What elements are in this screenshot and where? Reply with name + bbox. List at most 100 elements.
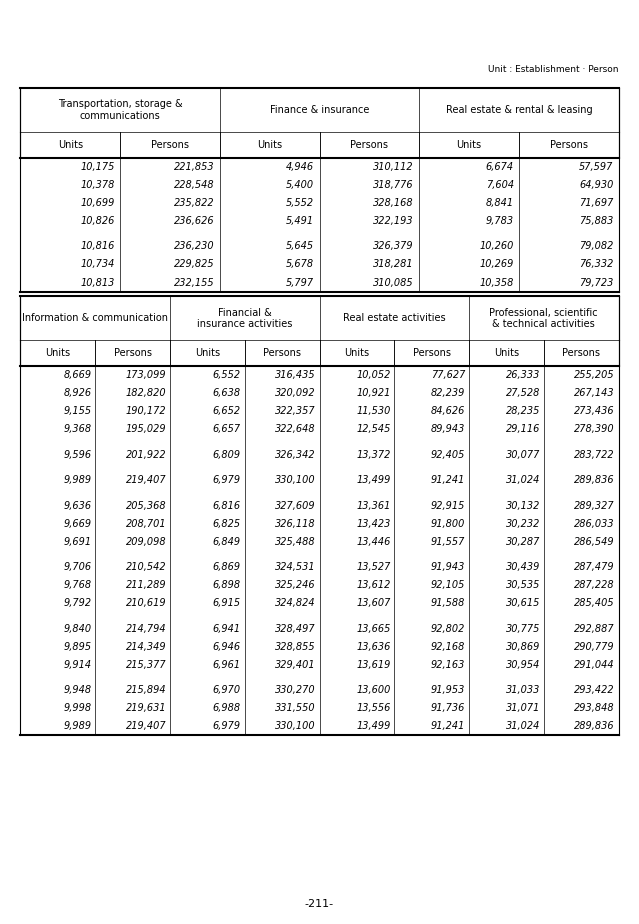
Text: 205,368: 205,368 (125, 501, 166, 511)
Text: 13,423: 13,423 (356, 518, 390, 529)
Text: 76,332: 76,332 (579, 260, 613, 270)
Text: 273,436: 273,436 (574, 407, 615, 417)
Text: 91,943: 91,943 (431, 562, 465, 572)
Text: 9,840: 9,840 (63, 624, 91, 634)
Text: Persons: Persons (550, 140, 588, 150)
Text: 4,946: 4,946 (286, 162, 314, 172)
Text: 9,691: 9,691 (63, 537, 91, 547)
Text: 9,155: 9,155 (63, 407, 91, 417)
Text: 91,800: 91,800 (431, 518, 465, 529)
Text: 12,545: 12,545 (356, 424, 390, 434)
Text: 9,998: 9,998 (63, 703, 91, 713)
Text: 287,228: 287,228 (574, 580, 615, 590)
Text: 6,915: 6,915 (213, 598, 241, 608)
Text: 9,989: 9,989 (63, 475, 91, 485)
Text: 5,678: 5,678 (286, 260, 314, 270)
Text: 6,825: 6,825 (213, 518, 241, 529)
Text: 89,943: 89,943 (431, 424, 465, 434)
Text: 13,612: 13,612 (356, 580, 390, 590)
Text: 208,701: 208,701 (125, 518, 166, 529)
Text: 10,921: 10,921 (356, 388, 390, 398)
Text: 6,849: 6,849 (213, 537, 241, 547)
Text: 13,527: 13,527 (356, 562, 390, 572)
Text: 9,368: 9,368 (63, 424, 91, 434)
Text: 91,557: 91,557 (431, 537, 465, 547)
Text: 9,669: 9,669 (63, 518, 91, 529)
Text: 13,499: 13,499 (356, 721, 390, 731)
Text: 6,869: 6,869 (213, 562, 241, 572)
Text: 327,609: 327,609 (275, 501, 316, 511)
Text: Persons: Persons (114, 348, 151, 359)
Text: Units: Units (257, 140, 282, 150)
Text: 8,669: 8,669 (63, 371, 91, 381)
Text: 5,552: 5,552 (286, 198, 314, 208)
Text: 13,556: 13,556 (356, 703, 390, 713)
Text: 215,894: 215,894 (125, 685, 166, 695)
Text: 229,825: 229,825 (174, 260, 215, 270)
Text: 92,405: 92,405 (431, 450, 465, 460)
Text: 9,783: 9,783 (486, 216, 514, 226)
Text: 92,915: 92,915 (431, 501, 465, 511)
Text: 322,357: 322,357 (275, 407, 316, 417)
Text: 29,116: 29,116 (505, 424, 540, 434)
Text: 6,979: 6,979 (213, 721, 241, 731)
Text: 328,168: 328,168 (373, 198, 414, 208)
Text: 6,946: 6,946 (213, 641, 241, 651)
Text: 289,327: 289,327 (574, 501, 615, 511)
Text: 6,898: 6,898 (213, 580, 241, 590)
Text: 30,775: 30,775 (505, 624, 540, 634)
Text: 9,989: 9,989 (63, 721, 91, 731)
Text: 79,082: 79,082 (579, 241, 613, 251)
Text: 173,099: 173,099 (125, 371, 166, 381)
Text: 30,535: 30,535 (505, 580, 540, 590)
Text: 11,530: 11,530 (356, 407, 390, 417)
Text: 92,105: 92,105 (431, 580, 465, 590)
Text: 310,085: 310,085 (373, 277, 414, 287)
Text: Units: Units (456, 140, 482, 150)
Text: 9,706: 9,706 (63, 562, 91, 572)
Text: 82,239: 82,239 (431, 388, 465, 398)
Text: 324,824: 324,824 (275, 598, 316, 608)
Text: 324,531: 324,531 (275, 562, 316, 572)
Text: 5,400: 5,400 (286, 180, 314, 190)
Text: 8,841: 8,841 (486, 198, 514, 208)
Text: 214,349: 214,349 (125, 641, 166, 651)
Text: 6,816: 6,816 (213, 501, 241, 511)
Text: 8,926: 8,926 (63, 388, 91, 398)
Text: 64,930: 64,930 (579, 180, 613, 190)
Text: 221,853: 221,853 (174, 162, 215, 172)
Text: 322,193: 322,193 (373, 216, 414, 226)
Text: Real estate & rental & leasing: Real estate & rental & leasing (445, 105, 592, 115)
Text: 30,954: 30,954 (505, 660, 540, 670)
Text: 30,869: 30,869 (505, 641, 540, 651)
Text: 27,528: 27,528 (505, 388, 540, 398)
Text: 6,809: 6,809 (213, 450, 241, 460)
Text: Units: Units (494, 348, 519, 359)
Text: 9,895: 9,895 (63, 641, 91, 651)
Text: 10,260: 10,260 (479, 241, 514, 251)
Text: 325,488: 325,488 (275, 537, 316, 547)
Text: 10,378: 10,378 (81, 180, 115, 190)
Text: 236,626: 236,626 (174, 216, 215, 226)
Text: Units: Units (58, 140, 83, 150)
Text: Real estate activities: Real estate activities (343, 313, 445, 323)
Text: 255,205: 255,205 (574, 371, 615, 381)
Text: 9,768: 9,768 (63, 580, 91, 590)
Text: 13,361: 13,361 (356, 501, 390, 511)
Text: 328,497: 328,497 (275, 624, 316, 634)
Text: 75,883: 75,883 (579, 216, 613, 226)
Text: 322,648: 322,648 (275, 424, 316, 434)
Text: 328,855: 328,855 (275, 641, 316, 651)
Text: 291,044: 291,044 (574, 660, 615, 670)
Text: 283,722: 283,722 (574, 450, 615, 460)
Text: 214,794: 214,794 (125, 624, 166, 634)
Text: 31,024: 31,024 (505, 475, 540, 485)
Text: 6,941: 6,941 (213, 624, 241, 634)
Text: 329,401: 329,401 (275, 660, 316, 670)
Text: 31,071: 31,071 (505, 703, 540, 713)
Text: 10,175: 10,175 (81, 162, 115, 172)
Text: 316,435: 316,435 (275, 371, 316, 381)
Text: 10,052: 10,052 (356, 371, 390, 381)
Text: 13,600: 13,600 (356, 685, 390, 695)
Text: 235,822: 235,822 (174, 198, 215, 208)
